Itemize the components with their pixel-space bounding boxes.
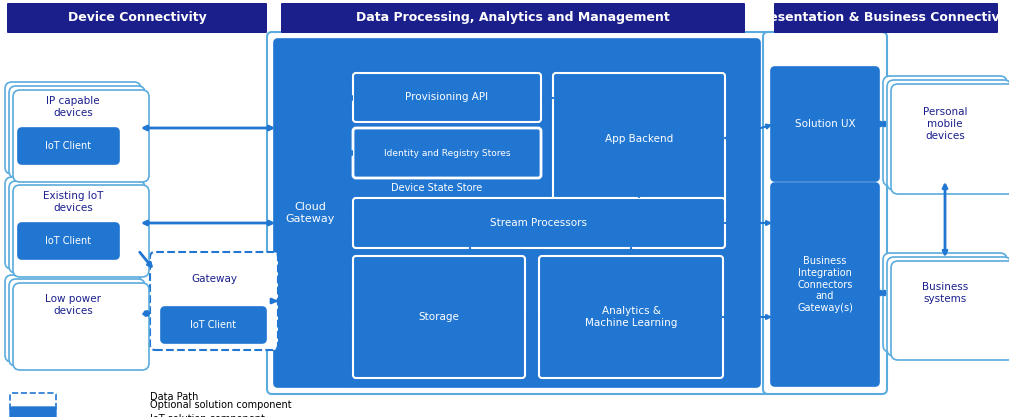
FancyBboxPatch shape bbox=[891, 261, 1009, 360]
Text: IoT solution component: IoT solution component bbox=[150, 414, 265, 417]
FancyBboxPatch shape bbox=[9, 181, 145, 273]
FancyBboxPatch shape bbox=[5, 177, 141, 269]
FancyBboxPatch shape bbox=[18, 128, 119, 164]
Text: Optional solution component: Optional solution component bbox=[150, 400, 292, 410]
FancyBboxPatch shape bbox=[353, 256, 525, 378]
FancyBboxPatch shape bbox=[883, 253, 1007, 352]
Text: Personal
mobile
devices: Personal mobile devices bbox=[923, 108, 968, 141]
FancyBboxPatch shape bbox=[274, 39, 347, 387]
FancyBboxPatch shape bbox=[9, 86, 145, 178]
Text: Presentation & Business Connectivity: Presentation & Business Connectivity bbox=[754, 11, 1009, 24]
Text: App Backend: App Backend bbox=[604, 134, 673, 144]
FancyBboxPatch shape bbox=[887, 80, 1009, 190]
Text: Existing IoT
devices: Existing IoT devices bbox=[42, 191, 103, 213]
FancyBboxPatch shape bbox=[353, 198, 725, 248]
Text: Storage: Storage bbox=[419, 312, 459, 322]
Text: Data Path: Data Path bbox=[150, 392, 199, 402]
FancyBboxPatch shape bbox=[891, 84, 1009, 194]
Text: Data Processing, Analytics and Management: Data Processing, Analytics and Managemen… bbox=[356, 11, 670, 24]
FancyBboxPatch shape bbox=[887, 257, 1009, 356]
FancyBboxPatch shape bbox=[539, 256, 723, 378]
Text: Cloud
Gateway: Cloud Gateway bbox=[286, 202, 335, 224]
Text: Gateway: Gateway bbox=[191, 274, 237, 284]
Text: Low power
devices: Low power devices bbox=[45, 294, 101, 316]
FancyBboxPatch shape bbox=[267, 32, 773, 394]
Text: IoT Client: IoT Client bbox=[45, 236, 92, 246]
FancyBboxPatch shape bbox=[353, 73, 541, 122]
FancyBboxPatch shape bbox=[13, 90, 149, 182]
Text: Device Connectivity: Device Connectivity bbox=[68, 11, 207, 24]
FancyBboxPatch shape bbox=[771, 67, 879, 181]
FancyBboxPatch shape bbox=[13, 185, 149, 277]
Text: IoT Client: IoT Client bbox=[45, 141, 92, 151]
FancyBboxPatch shape bbox=[281, 3, 745, 33]
Text: Provisioning API: Provisioning API bbox=[406, 93, 488, 103]
Text: Business
systems: Business systems bbox=[922, 282, 968, 304]
FancyBboxPatch shape bbox=[10, 407, 57, 417]
FancyBboxPatch shape bbox=[774, 3, 998, 33]
Text: Stream Processors: Stream Processors bbox=[490, 218, 587, 228]
Text: Analytics &
Machine Learning: Analytics & Machine Learning bbox=[585, 306, 677, 328]
FancyBboxPatch shape bbox=[353, 128, 541, 178]
FancyBboxPatch shape bbox=[10, 393, 57, 410]
FancyBboxPatch shape bbox=[883, 76, 1007, 186]
FancyBboxPatch shape bbox=[763, 32, 887, 394]
FancyBboxPatch shape bbox=[771, 183, 879, 386]
Text: Device State Store: Device State Store bbox=[391, 183, 482, 193]
FancyBboxPatch shape bbox=[5, 82, 141, 174]
FancyBboxPatch shape bbox=[5, 275, 141, 362]
FancyBboxPatch shape bbox=[7, 3, 267, 33]
FancyBboxPatch shape bbox=[553, 73, 725, 205]
FancyBboxPatch shape bbox=[9, 279, 145, 366]
Text: Identity and Registry Stores: Identity and Registry Stores bbox=[383, 148, 511, 158]
Text: IP capable
devices: IP capable devices bbox=[46, 96, 100, 118]
Text: Business
Integration
Connectors
and
Gateway(s): Business Integration Connectors and Gate… bbox=[797, 256, 853, 313]
FancyBboxPatch shape bbox=[18, 223, 119, 259]
Text: IoT Client: IoT Client bbox=[191, 320, 236, 330]
FancyBboxPatch shape bbox=[150, 252, 278, 350]
FancyBboxPatch shape bbox=[13, 283, 149, 370]
Text: Solution UX: Solution UX bbox=[795, 119, 856, 129]
FancyBboxPatch shape bbox=[342, 39, 760, 387]
FancyBboxPatch shape bbox=[161, 307, 266, 343]
